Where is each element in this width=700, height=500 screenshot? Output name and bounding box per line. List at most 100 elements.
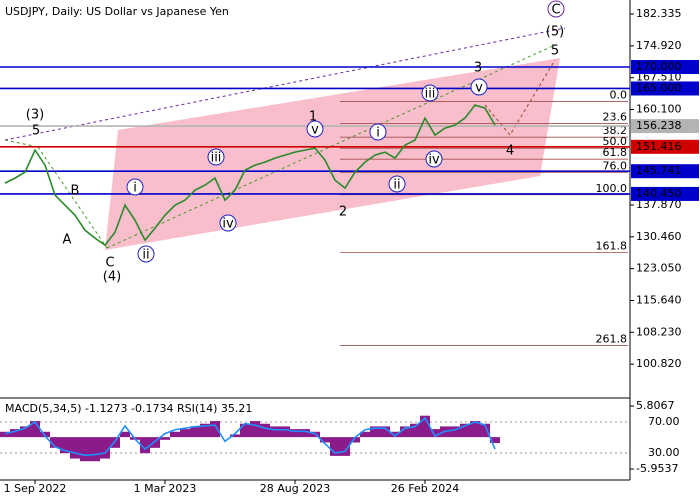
level-box: [631, 119, 699, 134]
wave-label: 5: [551, 44, 559, 59]
level-box: [631, 60, 699, 75]
wave-label: (3): [26, 108, 44, 123]
chart-title: USDJPY, Daily: US Dollar vs Japanese Yen: [5, 5, 229, 18]
macd-bar: [0, 431, 10, 438]
level-box: [631, 81, 699, 96]
level-label: 151.416: [636, 140, 682, 153]
wave-label: (4): [103, 270, 121, 285]
wave-label: (5): [546, 25, 564, 40]
wave-circle: [306, 120, 324, 138]
macd-bar: [100, 437, 110, 459]
wave-label: B: [71, 184, 80, 199]
x-tick-label: 1 Mar 2023: [134, 482, 197, 495]
indicator-title: MACD(5,34,5) -1.1273 -0.1734 RSI(14) 35.…: [5, 402, 252, 415]
macd-bar: [40, 431, 50, 438]
macd-bar: [190, 426, 200, 438]
macd-bar: [410, 423, 420, 438]
wave-label: iv: [222, 217, 234, 232]
macd-bar: [160, 437, 170, 440]
macd-bar: [10, 429, 20, 438]
fib-label: 161.8: [596, 239, 628, 252]
macd-bar: [480, 423, 490, 438]
macd-bar: [290, 429, 300, 438]
wave-circle: [137, 245, 155, 263]
wave-circle: [470, 78, 488, 96]
trend-line: [4, 27, 566, 141]
y-tick-label: 137.870: [636, 198, 682, 211]
y-tick-label: 130.460: [636, 230, 682, 243]
fib-label: 38.2: [603, 124, 628, 137]
macd-bar: [140, 437, 150, 454]
wave-label: C: [105, 256, 114, 271]
level-label: 170.000: [636, 60, 682, 73]
level-box: [631, 186, 699, 201]
y-tick-label: 100.820: [636, 357, 682, 370]
macd-bar: [280, 426, 290, 438]
level-box: [631, 139, 699, 154]
y-tick-label: 160.100: [636, 103, 682, 116]
macd-bar: [350, 437, 360, 443]
macd-bar: [420, 415, 430, 438]
y-tick-label: 182.335: [636, 7, 682, 20]
macd-bar: [50, 437, 60, 448]
wave-label: i: [376, 126, 380, 141]
fib-label: 261.8: [596, 333, 628, 346]
y-tick-label: 123.050: [636, 262, 682, 275]
macd-bar: [180, 429, 190, 438]
fib-label: 100.0: [596, 182, 628, 195]
macd-bar: [210, 421, 220, 438]
macd-bar: [300, 429, 310, 438]
macd-bar: [390, 431, 400, 438]
fib-label: 50.0: [603, 135, 628, 148]
y-tick-label: 5.8067: [636, 399, 675, 412]
level-label: 140.450: [636, 187, 682, 200]
macd-bar: [370, 426, 380, 438]
macd-bar: [250, 421, 260, 438]
wave-circle: [547, 0, 565, 18]
wave-circle: [388, 175, 406, 193]
wave-label: ii: [393, 178, 400, 193]
macd-bar: [200, 423, 210, 438]
level-label: 156.238: [636, 119, 682, 132]
projection: [484, 59, 556, 136]
wave-label: 3: [474, 61, 482, 76]
x-tick-label: 26 Feb 2024: [391, 482, 459, 495]
y-tick-label: 108.230: [636, 325, 682, 338]
wave-circle: [369, 123, 387, 141]
y-tick-label: -5.9537: [636, 462, 678, 475]
macd-bar: [320, 437, 330, 443]
macd-bar: [380, 426, 390, 438]
level-label: 165.000: [636, 81, 682, 94]
macd-bar: [60, 437, 70, 454]
rsi-line: [4, 416, 496, 457]
fib-label: 76.0: [603, 159, 628, 172]
macd-bar: [80, 437, 90, 462]
wave-label: C: [551, 3, 560, 18]
macd-bar: [340, 437, 350, 456]
y2-tick-label: 30.00: [648, 446, 680, 459]
macd-bar: [460, 423, 470, 438]
macd-bar: [260, 423, 270, 438]
macd-bar: [30, 421, 40, 438]
wave-label: iv: [428, 153, 440, 168]
price-line: [4, 104, 496, 247]
y-tick-label: 115.640: [636, 293, 682, 306]
macd-bar: [20, 426, 30, 438]
macd-bar: [90, 437, 100, 462]
wave-label: v: [311, 123, 319, 138]
macd-bar: [360, 431, 370, 438]
level-label: 145.741: [636, 164, 682, 177]
fib-label: 61.8: [603, 146, 628, 159]
level-box: [631, 164, 699, 179]
x-tick-label: 1 Sep 2022: [4, 482, 67, 495]
macd-bar: [490, 437, 500, 444]
macd-bar: [120, 431, 130, 438]
wave-label: A: [63, 233, 72, 248]
wave-line: [37, 146, 108, 249]
macd-bar: [450, 426, 460, 438]
wave-label: v: [475, 81, 483, 96]
macd-bar: [170, 431, 180, 438]
macd-bar: [230, 434, 240, 438]
